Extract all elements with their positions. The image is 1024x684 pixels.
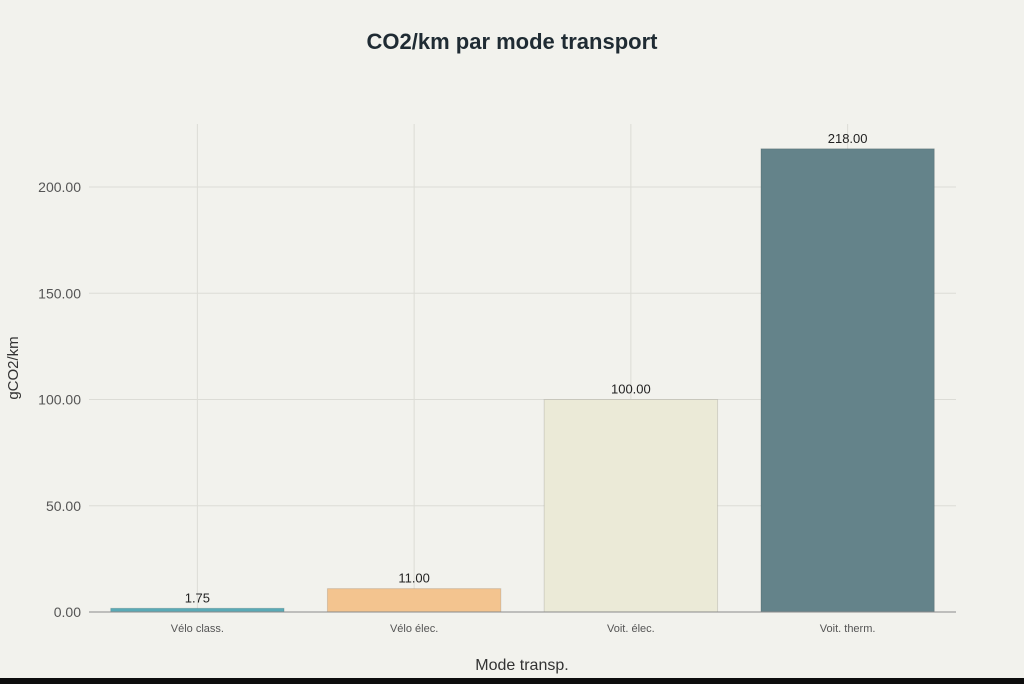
y-axis-label: gCO2/km [5,336,22,399]
y-tick-labels: 0.00 50.00 100.00 150.00 200.00 [38,179,81,620]
bar [326,588,502,613]
y-tick-label: 150.00 [38,285,81,301]
x-axis-label: Mode transp. [475,657,568,674]
y-tick-label: 200.00 [38,179,81,195]
y-tick-label: 0.00 [54,604,81,620]
bar [760,148,935,613]
y-tick-label: 100.00 [38,392,81,408]
bottom-border [0,678,1024,684]
bar-value-label: 100.00 [611,382,651,397]
bar [543,399,719,613]
x-tick-label: Voit. therm. [820,623,876,635]
x-tick-label: Vélo class. [171,623,224,635]
bar-value-labels: 1.75 11.00 100.00 218.00 [185,131,868,606]
bar-value-label: 1.75 [185,590,210,605]
x-tick-label: Vélo élec. [390,623,438,635]
x-tick-labels: Vélo class. Vélo élec. Voit. élec. Voit. th… [171,623,876,635]
chart-title: CO2/km par mode transport [367,29,659,54]
bars [110,148,935,613]
bar-value-label: 11.00 [398,571,430,586]
bar-value-label: 218.00 [828,131,868,146]
bar [110,607,285,613]
x-tick-label: Voit. élec. [607,623,655,635]
y-tick-label: 50.00 [46,498,81,514]
